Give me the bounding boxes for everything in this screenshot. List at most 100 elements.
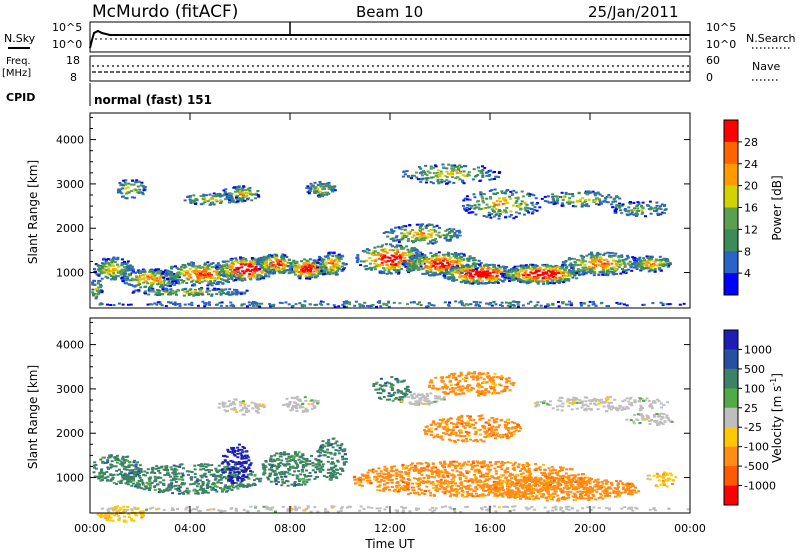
power-cell	[443, 174, 447, 177]
power-cell	[636, 201, 640, 204]
power-cell	[493, 270, 497, 273]
velocity-cell	[180, 491, 184, 494]
power-cell	[203, 305, 207, 308]
power-cell	[571, 201, 575, 204]
power-cell	[516, 279, 520, 282]
velocity-cell	[110, 478, 114, 481]
velocity-cell	[166, 489, 170, 492]
power-cell	[401, 254, 405, 257]
power-cell	[295, 270, 299, 273]
velocity-cell	[180, 478, 184, 481]
power-cell	[231, 260, 235, 263]
power-cell	[453, 232, 457, 234]
power-cell	[423, 235, 427, 238]
power-cell	[487, 175, 491, 177]
power-cell	[363, 265, 367, 268]
power-cell	[494, 278, 497, 281]
power-cell	[151, 290, 155, 293]
power-cell	[326, 191, 330, 194]
power-cell	[573, 270, 577, 273]
power-cell	[662, 212, 666, 215]
power-cell	[556, 199, 559, 202]
power-cell	[480, 271, 484, 274]
power-cell	[444, 230, 448, 233]
power-cell	[531, 266, 535, 268]
power-cell	[651, 269, 655, 272]
power-cell	[462, 280, 466, 282]
power-cell	[509, 213, 513, 216]
power-cell	[106, 261, 110, 264]
power-cell	[594, 254, 598, 257]
power-cell	[581, 202, 584, 205]
power-cell	[410, 259, 414, 262]
power-cell	[623, 209, 627, 211]
power-cell	[178, 302, 182, 305]
power-cell	[602, 268, 606, 271]
power-cell	[447, 251, 450, 254]
power-cell	[112, 264, 116, 267]
velocity-cell	[203, 463, 207, 466]
power-cell	[612, 266, 616, 269]
power-cell	[406, 262, 410, 265]
velocity-cell	[145, 471, 149, 474]
power-cell	[485, 174, 489, 177]
power-cell	[195, 265, 199, 268]
velocity-cell	[106, 475, 110, 478]
power-cell	[207, 264, 211, 267]
power-cell	[244, 263, 247, 266]
power-cell	[342, 268, 345, 271]
power-cell	[190, 304, 194, 307]
power-cell	[295, 261, 299, 264]
power-cell	[461, 265, 464, 268]
power-cell	[335, 270, 339, 272]
power-cell	[418, 255, 422, 258]
power-cell	[358, 303, 362, 306]
power-cell	[614, 268, 617, 271]
power-cell	[491, 269, 495, 271]
power-cell	[175, 273, 179, 276]
power-cell	[583, 263, 587, 266]
power-cell	[265, 263, 269, 266]
power-cell	[473, 265, 477, 268]
velocity-cell	[167, 484, 171, 487]
power-cell	[666, 265, 670, 268]
power-cell	[421, 237, 425, 240]
power-cell	[599, 260, 603, 263]
power-cell	[612, 273, 616, 276]
power-cell	[554, 195, 558, 198]
power-colorbar-swatch	[724, 229, 738, 252]
power-cell	[148, 276, 152, 279]
power-cell	[397, 272, 400, 275]
nsearch-tick-bottom: 10^0	[706, 38, 736, 51]
power-cell	[599, 302, 603, 305]
power-cell	[545, 265, 549, 268]
power-cell	[415, 176, 419, 179]
power-cell	[401, 246, 405, 249]
power-cell	[218, 277, 221, 280]
velocity-cell	[224, 484, 228, 487]
power-cell	[534, 266, 538, 269]
power-cell	[559, 265, 563, 268]
power-cell	[436, 178, 440, 181]
power-cell	[395, 252, 398, 255]
power-cell	[294, 303, 298, 306]
power-cell	[203, 279, 207, 282]
power-cell	[237, 277, 240, 280]
power-cell	[458, 231, 462, 234]
power-cell	[611, 206, 615, 209]
power-cell	[481, 274, 485, 277]
power-cell	[625, 254, 629, 257]
power-cell	[343, 302, 346, 305]
velocity-cell	[178, 492, 181, 495]
power-cell	[615, 204, 619, 207]
power-cell	[162, 280, 166, 282]
velocity-cell	[228, 477, 232, 480]
power-cell	[539, 304, 543, 307]
power-cell	[199, 266, 202, 269]
power-cell	[454, 177, 458, 180]
power-cell	[304, 268, 308, 271]
velocity-cell	[205, 478, 209, 481]
power-cell	[415, 254, 419, 257]
power-cell	[632, 201, 636, 204]
